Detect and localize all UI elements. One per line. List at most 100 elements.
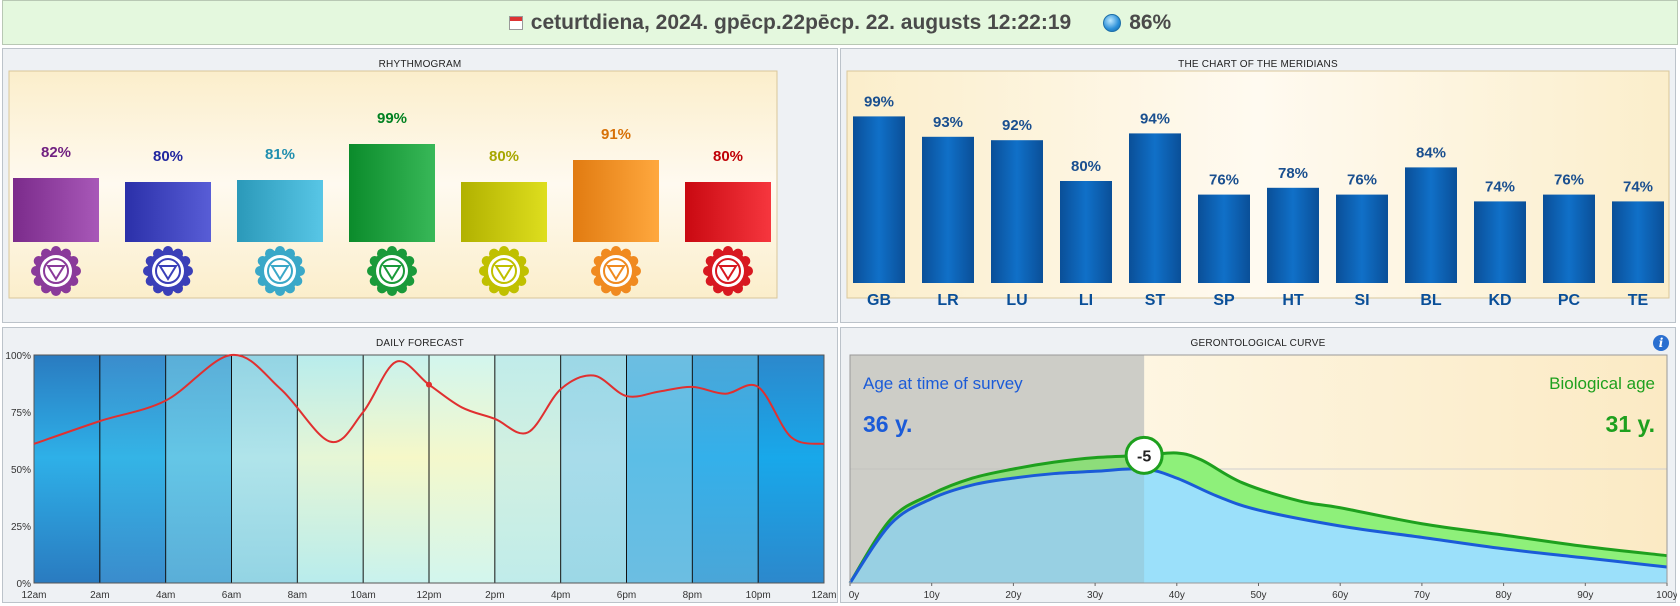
- forecast-x-tick: 10pm: [746, 590, 771, 601]
- daily-forecast-title: DAILY FORECAST: [375, 338, 464, 349]
- forecast-time-band: [560, 355, 627, 583]
- meridian-bar: [1060, 181, 1112, 283]
- forecast-x-tick: 12am: [21, 590, 46, 601]
- rhythmogram-value-label: 80%: [489, 148, 519, 165]
- age-difference-label: -5: [1137, 448, 1151, 465]
- forecast-time-band: [494, 355, 561, 583]
- meridian-category-label: PC: [1558, 292, 1581, 309]
- crown-chakra-icon: [31, 246, 81, 296]
- forecast-time-band: [363, 355, 429, 583]
- meridian-bar: [1198, 194, 1250, 283]
- rhythmogram-bar: [685, 182, 771, 242]
- age-difference-marker: [1124, 435, 1164, 475]
- gerontological-panel: GERONTOLOGICAL CURVE i -5 Age at time of …: [840, 327, 1677, 603]
- rhythmogram-chart: 82% 80% 81% 99% 80% 91% 80%: [8, 70, 778, 299]
- meridians-panel: THE CHART OF THE MERIDIANS 99% GB 93% LR 92%…: [840, 48, 1676, 323]
- meridian-bar: [991, 140, 1043, 283]
- forecast-current-marker: [426, 381, 432, 388]
- forecast-time-band: [626, 355, 693, 583]
- age-at-survey-label: Age at time of survey: [863, 374, 1023, 393]
- rhythmogram-panel: RHYTHMOGRAM 82% 80% 81% 99% 80% 91% 80%: [2, 48, 838, 323]
- meridian-category-label: HT: [1282, 292, 1304, 309]
- meridian-value-label: 94%: [1140, 110, 1170, 127]
- calendar-icon: [508, 15, 523, 30]
- meridian-value-label: 93%: [933, 114, 963, 131]
- rhythmogram-value-label: 82%: [41, 144, 71, 161]
- meridian-bar: [1267, 187, 1319, 283]
- geront-x-tick: 70y: [1414, 590, 1430, 601]
- age-curve: [848, 467, 1668, 584]
- geront-x-tick: 10y: [924, 590, 940, 601]
- rhythmogram-bar: [13, 178, 99, 242]
- meridians-title: THE CHART OF THE MERIDIANS: [1178, 59, 1338, 70]
- meridian-category-label: BL: [1420, 292, 1442, 309]
- meridian-value-label: 99%: [864, 93, 894, 110]
- survey-age-overlay: [850, 355, 1145, 583]
- rhythmogram-title: RHYTHMOGRAM: [378, 59, 462, 70]
- forecast-y-tick: 75%: [11, 408, 31, 419]
- forecast-x-tick: 2pm: [485, 590, 504, 601]
- meridian-value-label: 84%: [1416, 144, 1446, 161]
- meridian-value-label: 92%: [1002, 117, 1032, 134]
- meridian-bar: [1129, 133, 1181, 283]
- meridian-bar: [1405, 167, 1457, 283]
- age-at-survey-value: 36 y.: [863, 411, 912, 437]
- rhythmogram-bar: [125, 182, 211, 242]
- meridian-category-label: ST: [1145, 292, 1166, 309]
- rhythmogram-bar: [349, 144, 435, 242]
- meridian-category-label: TE: [1628, 292, 1649, 309]
- rhythmogram-bar: [237, 180, 323, 242]
- meridian-category-label: LR: [937, 292, 959, 309]
- forecast-x-tick: 12am: [811, 590, 836, 601]
- meridian-category-label: KD: [1488, 292, 1511, 309]
- heart-chakra-icon: [367, 246, 417, 296]
- geront-x-tick: 100y: [1656, 590, 1677, 601]
- forecast-time-band: [429, 355, 495, 583]
- forecast-x-tick: 2am: [90, 590, 109, 601]
- meridian-category-label: SP: [1213, 292, 1235, 309]
- forecast-time-band: [758, 355, 824, 583]
- rhythmogram-value-label: 81%: [265, 146, 295, 163]
- meridian-category-label: GB: [867, 292, 891, 309]
- forecast-x-tick: 6am: [222, 590, 241, 601]
- solar-plexus-chakra-icon: [479, 246, 529, 296]
- forecast-x-tick: 4am: [156, 590, 175, 601]
- throat-chakra-icon: [255, 246, 305, 296]
- forecast-time-band: [34, 355, 100, 583]
- geront-x-tick: 40y: [1169, 590, 1185, 601]
- forecast-x-tick: 10am: [351, 590, 376, 601]
- geront-x-tick: 30y: [1087, 590, 1103, 601]
- gerontological-chart: -5 Age at time of survey 36 y. Biological a…: [848, 354, 1677, 601]
- meridian-value-label: 74%: [1623, 178, 1653, 195]
- meridian-value-label: 74%: [1485, 178, 1515, 195]
- meridian-value-label: 76%: [1209, 172, 1239, 189]
- rhythmogram-value-label: 91%: [601, 126, 631, 143]
- forecast-x-tick: 12pm: [416, 590, 441, 601]
- globe-icon: [1103, 13, 1122, 32]
- info-icon[interactable]: i: [1653, 335, 1669, 351]
- forecast-x-tick: 8pm: [683, 590, 702, 601]
- daily-forecast-panel: DAILY FORECAST 12am 2am 4am 6am 8am 10am 12pm 2…: [2, 327, 838, 603]
- meridian-category-label: SI: [1354, 292, 1369, 309]
- overall-percent: 86%: [1129, 10, 1172, 34]
- rhythmogram-value-label: 80%: [713, 148, 743, 165]
- meridian-bar: [1543, 194, 1595, 283]
- meridian-value-label: 78%: [1278, 165, 1308, 182]
- geront-x-tick: 20y: [1005, 590, 1021, 601]
- meridian-bar: [853, 116, 905, 284]
- rhythmogram-value-label: 99%: [377, 110, 407, 127]
- meridian-value-label: 76%: [1347, 172, 1377, 189]
- date-time-text: ceturtdiena, 2024. gpēcp.22pēcp. 22. aug…: [530, 10, 1072, 34]
- rhythmogram-bar: [461, 182, 547, 242]
- biological-curve: [848, 451, 1668, 584]
- third-eye-chakra-icon: [143, 246, 193, 296]
- forecast-x-tick: 8am: [288, 590, 307, 601]
- rhythmogram-value-label: 80%: [153, 148, 183, 165]
- biological-age-value: 31 y.: [1606, 411, 1655, 437]
- meridian-bar: [922, 136, 974, 283]
- meridian-value-label: 80%: [1071, 158, 1101, 175]
- forecast-time-band: [231, 355, 298, 583]
- geront-x-tick: 50y: [1250, 590, 1266, 601]
- forecast-time-band: [165, 355, 232, 583]
- forecast-plot-border: [33, 354, 825, 584]
